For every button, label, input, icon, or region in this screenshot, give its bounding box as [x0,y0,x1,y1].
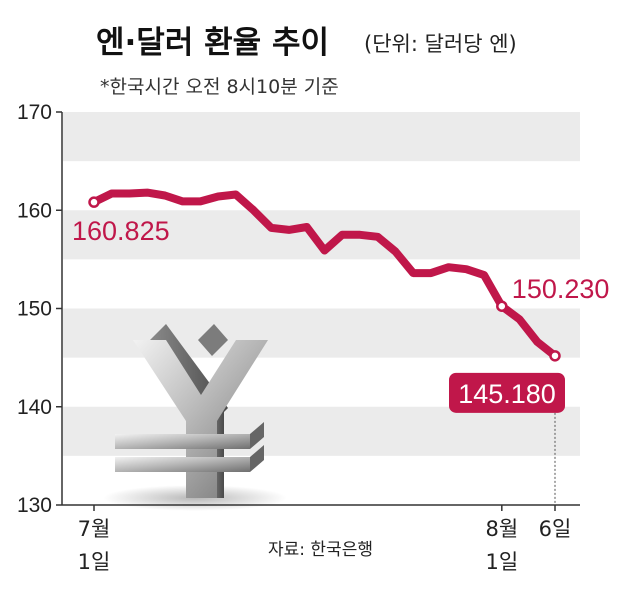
grid-band [63,112,580,162]
chart-subtitle: *한국시간 오전 8시10분 기준 [100,76,339,98]
data-point [111,192,113,194]
x-ticks: 7월 1일 8월 1일 6일 [78,505,572,574]
x-tick-label-line2: 1일 [485,550,518,574]
data-point [430,272,432,274]
y-ticks: 130 140 150 160 170 [17,101,62,517]
annotation-label: 145.180 [458,379,556,409]
source-note: 자료: 한국은행 [268,540,373,560]
annotations: 160.825 150.230 145.180 [72,196,610,505]
data-point [128,192,130,194]
data-point [536,341,538,343]
chart-unit: (단위: 달러당 엔) [364,32,517,56]
annotation-marker [88,196,100,208]
data-point [235,193,237,195]
data-point [217,195,219,197]
annotation-label: 150.230 [512,274,610,304]
data-point [270,227,272,229]
data-point [465,268,467,270]
annotation-marker [496,300,508,312]
y-tick-label: 160 [17,199,52,222]
x-tick-label: 7월 [78,517,111,541]
data-point [164,194,166,196]
y-tick-label: 170 [17,101,52,124]
data-point [394,250,396,252]
chart-title: 엔·달러 환율 추이 [96,25,329,61]
data-point [447,266,449,268]
data-point [199,200,201,202]
y-tick-label: 130 [17,494,52,517]
data-point [181,200,183,202]
series-line [90,188,559,360]
data-point [306,226,308,228]
x-tick-label: 8월 [485,517,518,541]
data-point [518,318,520,320]
data-point [252,209,254,211]
data-point [288,229,290,231]
data-point [323,249,325,251]
data-point [483,274,485,276]
data-point [359,234,361,236]
data-point [376,236,378,238]
annotation-box [449,372,565,413]
x-tick-label-line2: 1일 [78,550,111,574]
y-tick-label: 140 [17,396,52,419]
data-point [146,191,148,193]
series-line-path [90,188,559,360]
data-point [341,234,343,236]
x-tick-label: 6일 [539,517,572,541]
data-point [412,272,414,274]
annotation-label: 160.825 [72,216,170,246]
annotation-marker [549,350,561,362]
y-tick-label: 150 [17,298,52,321]
